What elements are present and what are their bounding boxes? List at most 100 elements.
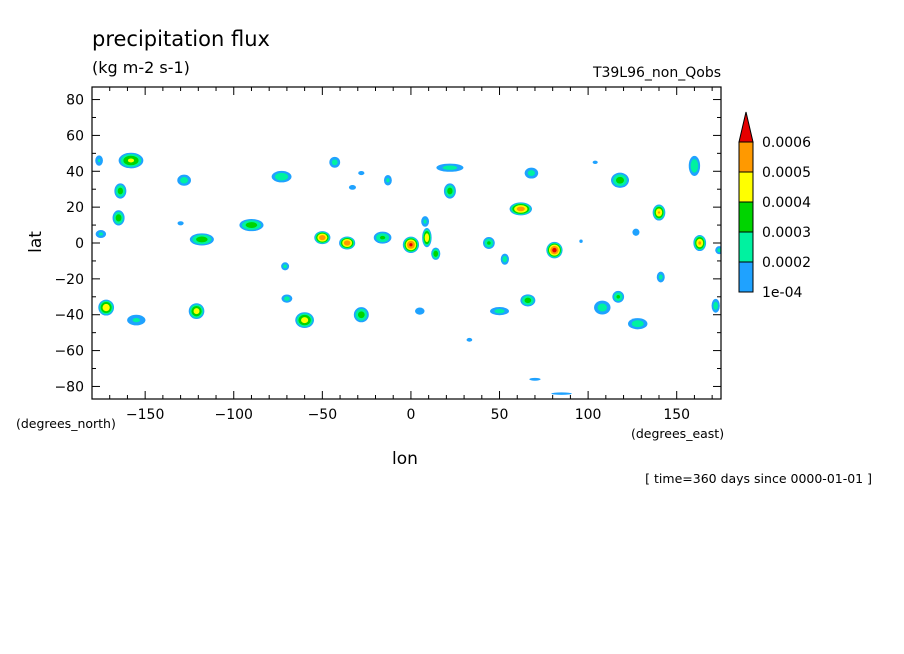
precip-cell-48 <box>612 290 625 303</box>
contour-level-3 <box>102 303 110 312</box>
contour-level-1 <box>283 264 288 269</box>
y-tick-label: −40 <box>54 308 84 324</box>
contour-level-2 <box>379 235 386 240</box>
x-tick-label: 50 <box>491 407 509 423</box>
precip-cell-22 <box>443 183 456 199</box>
contour-level-0 <box>592 160 598 165</box>
colorbar-box-2 <box>738 201 754 233</box>
x-unit-label: (degrees_east) <box>631 426 724 441</box>
x-tick-label: 150 <box>663 407 690 423</box>
contour-level-5 <box>552 247 557 253</box>
precip-cell-52 <box>529 377 541 381</box>
y-unit-label: (degrees_north) <box>16 416 116 431</box>
contour-level-0 <box>177 221 184 226</box>
precip-cell-36 <box>688 155 701 176</box>
precip-cell-17 <box>383 174 392 186</box>
contour-level-2 <box>117 187 124 195</box>
dataset-label: T39L96_non_Qobs <box>592 65 721 81</box>
y-tick-label: 20 <box>66 200 84 216</box>
precip-cell-45 <box>490 307 509 316</box>
contour-level-4 <box>319 234 326 241</box>
y-tick-label: −20 <box>54 272 84 288</box>
precip-cell-33 <box>632 228 640 236</box>
contour-level-2 <box>615 176 625 184</box>
contour-level-4 <box>516 206 525 212</box>
contour-level-2 <box>196 236 208 243</box>
contour-level-2 <box>357 311 365 319</box>
contour-level-0 <box>415 307 425 315</box>
precip-cell-31 <box>592 160 598 165</box>
precip-cell-53 <box>551 392 572 395</box>
contour-level-5 <box>409 243 413 247</box>
contour-level-1 <box>713 301 719 310</box>
y-tick-label: 40 <box>66 164 84 180</box>
y-tick-label: 80 <box>66 93 84 109</box>
colorbar-label: 0.0005 <box>762 165 811 181</box>
time-label: [ time=360 days since 0000-01-01 ] <box>645 471 872 486</box>
precip-cell-3 <box>112 210 125 226</box>
precip-cell-34 <box>656 271 665 283</box>
colorbar-box-1 <box>738 231 754 263</box>
precip-cell-11 <box>314 231 331 245</box>
precip-cell-37 <box>715 246 721 255</box>
precip-cell-0 <box>118 152 144 169</box>
colorbar-extend-arrow <box>738 111 754 143</box>
contour-level-0 <box>579 239 583 243</box>
precip-cell-50 <box>711 298 720 313</box>
chart-title: precipitation flux <box>92 27 270 51</box>
x-axis: −150 −100 −50 0 50 100 150 <box>109 87 713 423</box>
contour-level-1 <box>717 248 721 253</box>
precip-cell-23 <box>436 163 464 172</box>
precip-cell-2 <box>114 183 127 199</box>
y-tick-label: −60 <box>54 344 84 360</box>
x-axis-label: lon <box>392 449 418 469</box>
contour-level-1 <box>97 158 101 163</box>
contour-level-2 <box>115 214 122 222</box>
precip-cell-43 <box>353 307 369 323</box>
contour-level-1 <box>690 159 699 173</box>
precip-cell-5 <box>177 174 191 186</box>
contour-level-0 <box>551 392 572 395</box>
contour-level-1 <box>631 320 644 328</box>
x-tick-label: 100 <box>575 407 602 423</box>
contour-level-4 <box>657 211 661 214</box>
precip-cell-25 <box>500 253 509 265</box>
contour-level-2 <box>616 295 621 299</box>
precip-cell-19 <box>422 228 432 248</box>
precip-cell-13 <box>373 231 392 244</box>
contour-level-0 <box>358 170 365 176</box>
y-axis: 80 60 40 20 0 −20 −40 −60 −80 <box>54 93 721 395</box>
contour-level-0 <box>348 185 357 190</box>
colorbar: 1e-04 0.0002 0.0003 0.0004 0.0005 0.0006 <box>738 111 811 301</box>
precip-cell-32 <box>652 204 666 221</box>
precip-cell-51 <box>466 337 473 342</box>
contour-level-1 <box>494 308 505 314</box>
contour-level-2 <box>487 241 491 245</box>
contour-level-3 <box>301 317 309 324</box>
y-axis-label: lat <box>26 231 46 253</box>
x-tick-label: 0 <box>406 407 415 423</box>
precip-cell-24 <box>483 237 495 249</box>
contour-level-3 <box>127 158 135 163</box>
colorbar-label: 0.0006 <box>762 135 811 151</box>
contour-level-1 <box>423 219 427 224</box>
contour-level-2 <box>245 222 258 228</box>
y-tick-label: −80 <box>54 379 84 395</box>
contour-level-1 <box>98 232 103 236</box>
contour-level-4 <box>698 241 702 245</box>
contour-level-0 <box>466 337 473 342</box>
contour-level-2 <box>433 250 439 257</box>
contour-level-1 <box>180 177 189 184</box>
colorbar-box-0 <box>738 261 754 293</box>
precip-cell-47 <box>594 300 611 315</box>
x-tick-label: −50 <box>308 407 338 423</box>
precip-cell-40 <box>188 303 205 320</box>
contour-level-1 <box>274 172 289 181</box>
contour-level-1 <box>502 255 508 263</box>
contour-level-1 <box>597 303 608 312</box>
precip-cell-27 <box>524 167 539 179</box>
precip-cell-39 <box>127 314 146 326</box>
chart-units: (kg m-2 s-1) <box>92 58 190 77</box>
contour-level-4 <box>343 240 351 246</box>
